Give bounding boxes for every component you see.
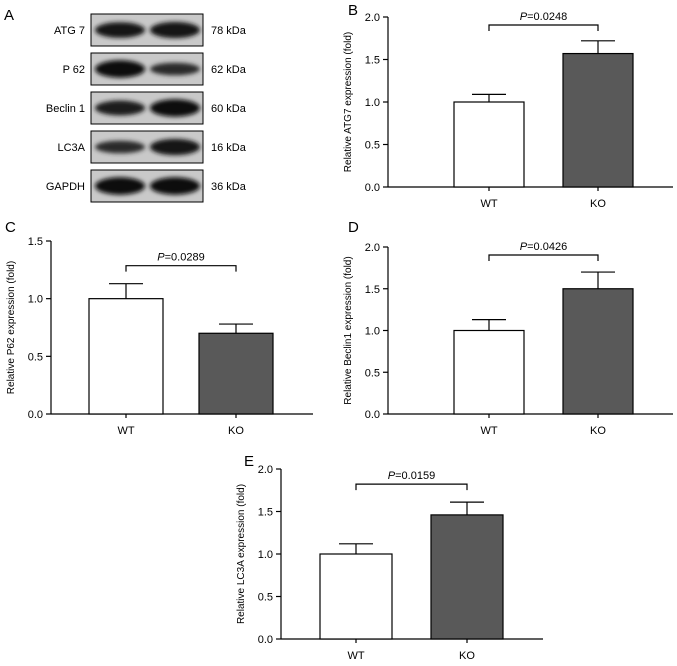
significance-bracket bbox=[488, 254, 599, 261]
x-tick-label: KO bbox=[228, 425, 244, 437]
blot-row: Beclin 1 60 kDa bbox=[46, 91, 247, 125]
x-tick-label: KO bbox=[459, 650, 475, 662]
y-tick-label: 2.0 bbox=[258, 464, 273, 476]
band-wt bbox=[95, 60, 145, 78]
size-label: 16 kDa bbox=[211, 142, 247, 154]
y-tick-label: 1.5 bbox=[258, 507, 273, 519]
y-tick-label: 2.0 bbox=[365, 12, 380, 24]
y-tick-label: 0.0 bbox=[365, 182, 380, 194]
band-wt bbox=[95, 100, 145, 116]
size-label: 36 kDa bbox=[211, 181, 247, 193]
blot-row: ATG 7 78 kDa bbox=[54, 13, 247, 47]
p-value-label: P=0.0248 bbox=[520, 11, 567, 23]
y-tick-label: 1.0 bbox=[28, 294, 43, 306]
protein-label: ATG 7 bbox=[54, 25, 85, 37]
panel-letter: B bbox=[348, 2, 358, 19]
bar-ko bbox=[430, 514, 504, 640]
p-value-label: P=0.0159 bbox=[388, 470, 435, 482]
protein-label: Beclin 1 bbox=[46, 103, 85, 115]
band-ko bbox=[150, 177, 200, 195]
y-tick-label: 0.0 bbox=[365, 409, 380, 421]
x-tick-label: WT bbox=[117, 425, 134, 437]
y-tick-label: 0.0 bbox=[28, 409, 43, 421]
y-tick-label: 0.5 bbox=[258, 592, 273, 604]
band-ko bbox=[150, 99, 200, 117]
band-wt bbox=[95, 177, 145, 195]
p-value-label: P=0.0426 bbox=[520, 241, 567, 253]
y-tick-label: 0.0 bbox=[258, 634, 273, 646]
band-ko bbox=[150, 62, 200, 76]
band-ko bbox=[150, 21, 200, 39]
y-tick-label: 1.5 bbox=[365, 55, 380, 67]
panel-letter: D bbox=[348, 219, 359, 236]
y-tick-label: 1.0 bbox=[365, 97, 380, 109]
bar-ko bbox=[562, 52, 634, 188]
bar-charts: B 0.0 0.5 1.0 1.5 2.0 Relative ATG7 expression… bbox=[5, 2, 673, 662]
western-blot-panel: A ATG 7 78 kDa P 62 62 kDa Beclin 1 60 kDa LC3A… bbox=[4, 7, 247, 203]
bar-wt bbox=[453, 329, 525, 415]
p-value-label: P=0.0289 bbox=[157, 252, 204, 264]
x-tick-label: WT bbox=[347, 650, 364, 662]
chart-panel-c: C 0.0 0.5 1.0 1.5 Relative P62 expression (fo… bbox=[5, 219, 313, 437]
y-axis-label: Relative ATG7 expression (fold) bbox=[343, 32, 354, 172]
size-label: 62 kDa bbox=[211, 64, 247, 76]
panel-letter: E bbox=[244, 453, 254, 470]
y-axis-label: Relative P62 expression (fold) bbox=[6, 261, 17, 394]
y-tick-label: 1.0 bbox=[258, 549, 273, 561]
y-tick-label: 0.5 bbox=[365, 140, 380, 152]
bar-ko bbox=[562, 288, 634, 415]
y-tick-label: 1.0 bbox=[365, 326, 380, 338]
chart-panel-b: B 0.0 0.5 1.0 1.5 2.0 Relative ATG7 expression… bbox=[343, 2, 673, 210]
band-wt bbox=[95, 140, 145, 154]
significance-bracket bbox=[488, 24, 599, 31]
size-label: 60 kDa bbox=[211, 103, 247, 115]
y-tick-label: 1.5 bbox=[28, 236, 43, 248]
significance-bracket bbox=[355, 483, 468, 491]
y-tick-label: 0.5 bbox=[365, 367, 380, 379]
blot-row: GAPDH 36 kDa bbox=[46, 169, 247, 203]
band-ko bbox=[150, 138, 200, 156]
chart-panel-e: E 0.0 0.5 1.0 1.5 2.0 Relative LC3A expression… bbox=[236, 453, 543, 662]
chart-panel-d: D 0.0 0.5 1.0 1.5 2.0 Relative Beclin1 express… bbox=[343, 219, 673, 437]
y-axis-label: Relative Beclin1 expression (fold) bbox=[343, 256, 354, 404]
bar-wt bbox=[453, 101, 525, 188]
panel-letter-a: A bbox=[4, 7, 14, 24]
blot-row: P 62 62 kDa bbox=[63, 52, 247, 86]
y-tick-label: 0.5 bbox=[28, 351, 43, 363]
x-tick-label: KO bbox=[590, 198, 606, 210]
x-tick-label: WT bbox=[480, 198, 497, 210]
significance-bracket bbox=[125, 265, 237, 272]
y-axis-label: Relative LC3A expression (fold) bbox=[236, 484, 247, 624]
band-wt bbox=[95, 22, 145, 38]
blot-row: LC3A 16 kDa bbox=[57, 130, 247, 164]
x-tick-label: WT bbox=[480, 425, 497, 437]
size-label: 78 kDa bbox=[211, 25, 247, 37]
protein-label: GAPDH bbox=[46, 181, 85, 193]
bar-wt bbox=[319, 553, 393, 640]
bar-ko bbox=[198, 332, 274, 415]
x-tick-label: KO bbox=[590, 425, 606, 437]
y-tick-label: 1.5 bbox=[365, 284, 380, 296]
bar-wt bbox=[88, 298, 164, 415]
protein-label: LC3A bbox=[57, 142, 85, 154]
protein-label: P 62 bbox=[63, 64, 85, 76]
panel-letter: C bbox=[5, 219, 16, 236]
y-tick-label: 2.0 bbox=[365, 242, 380, 254]
